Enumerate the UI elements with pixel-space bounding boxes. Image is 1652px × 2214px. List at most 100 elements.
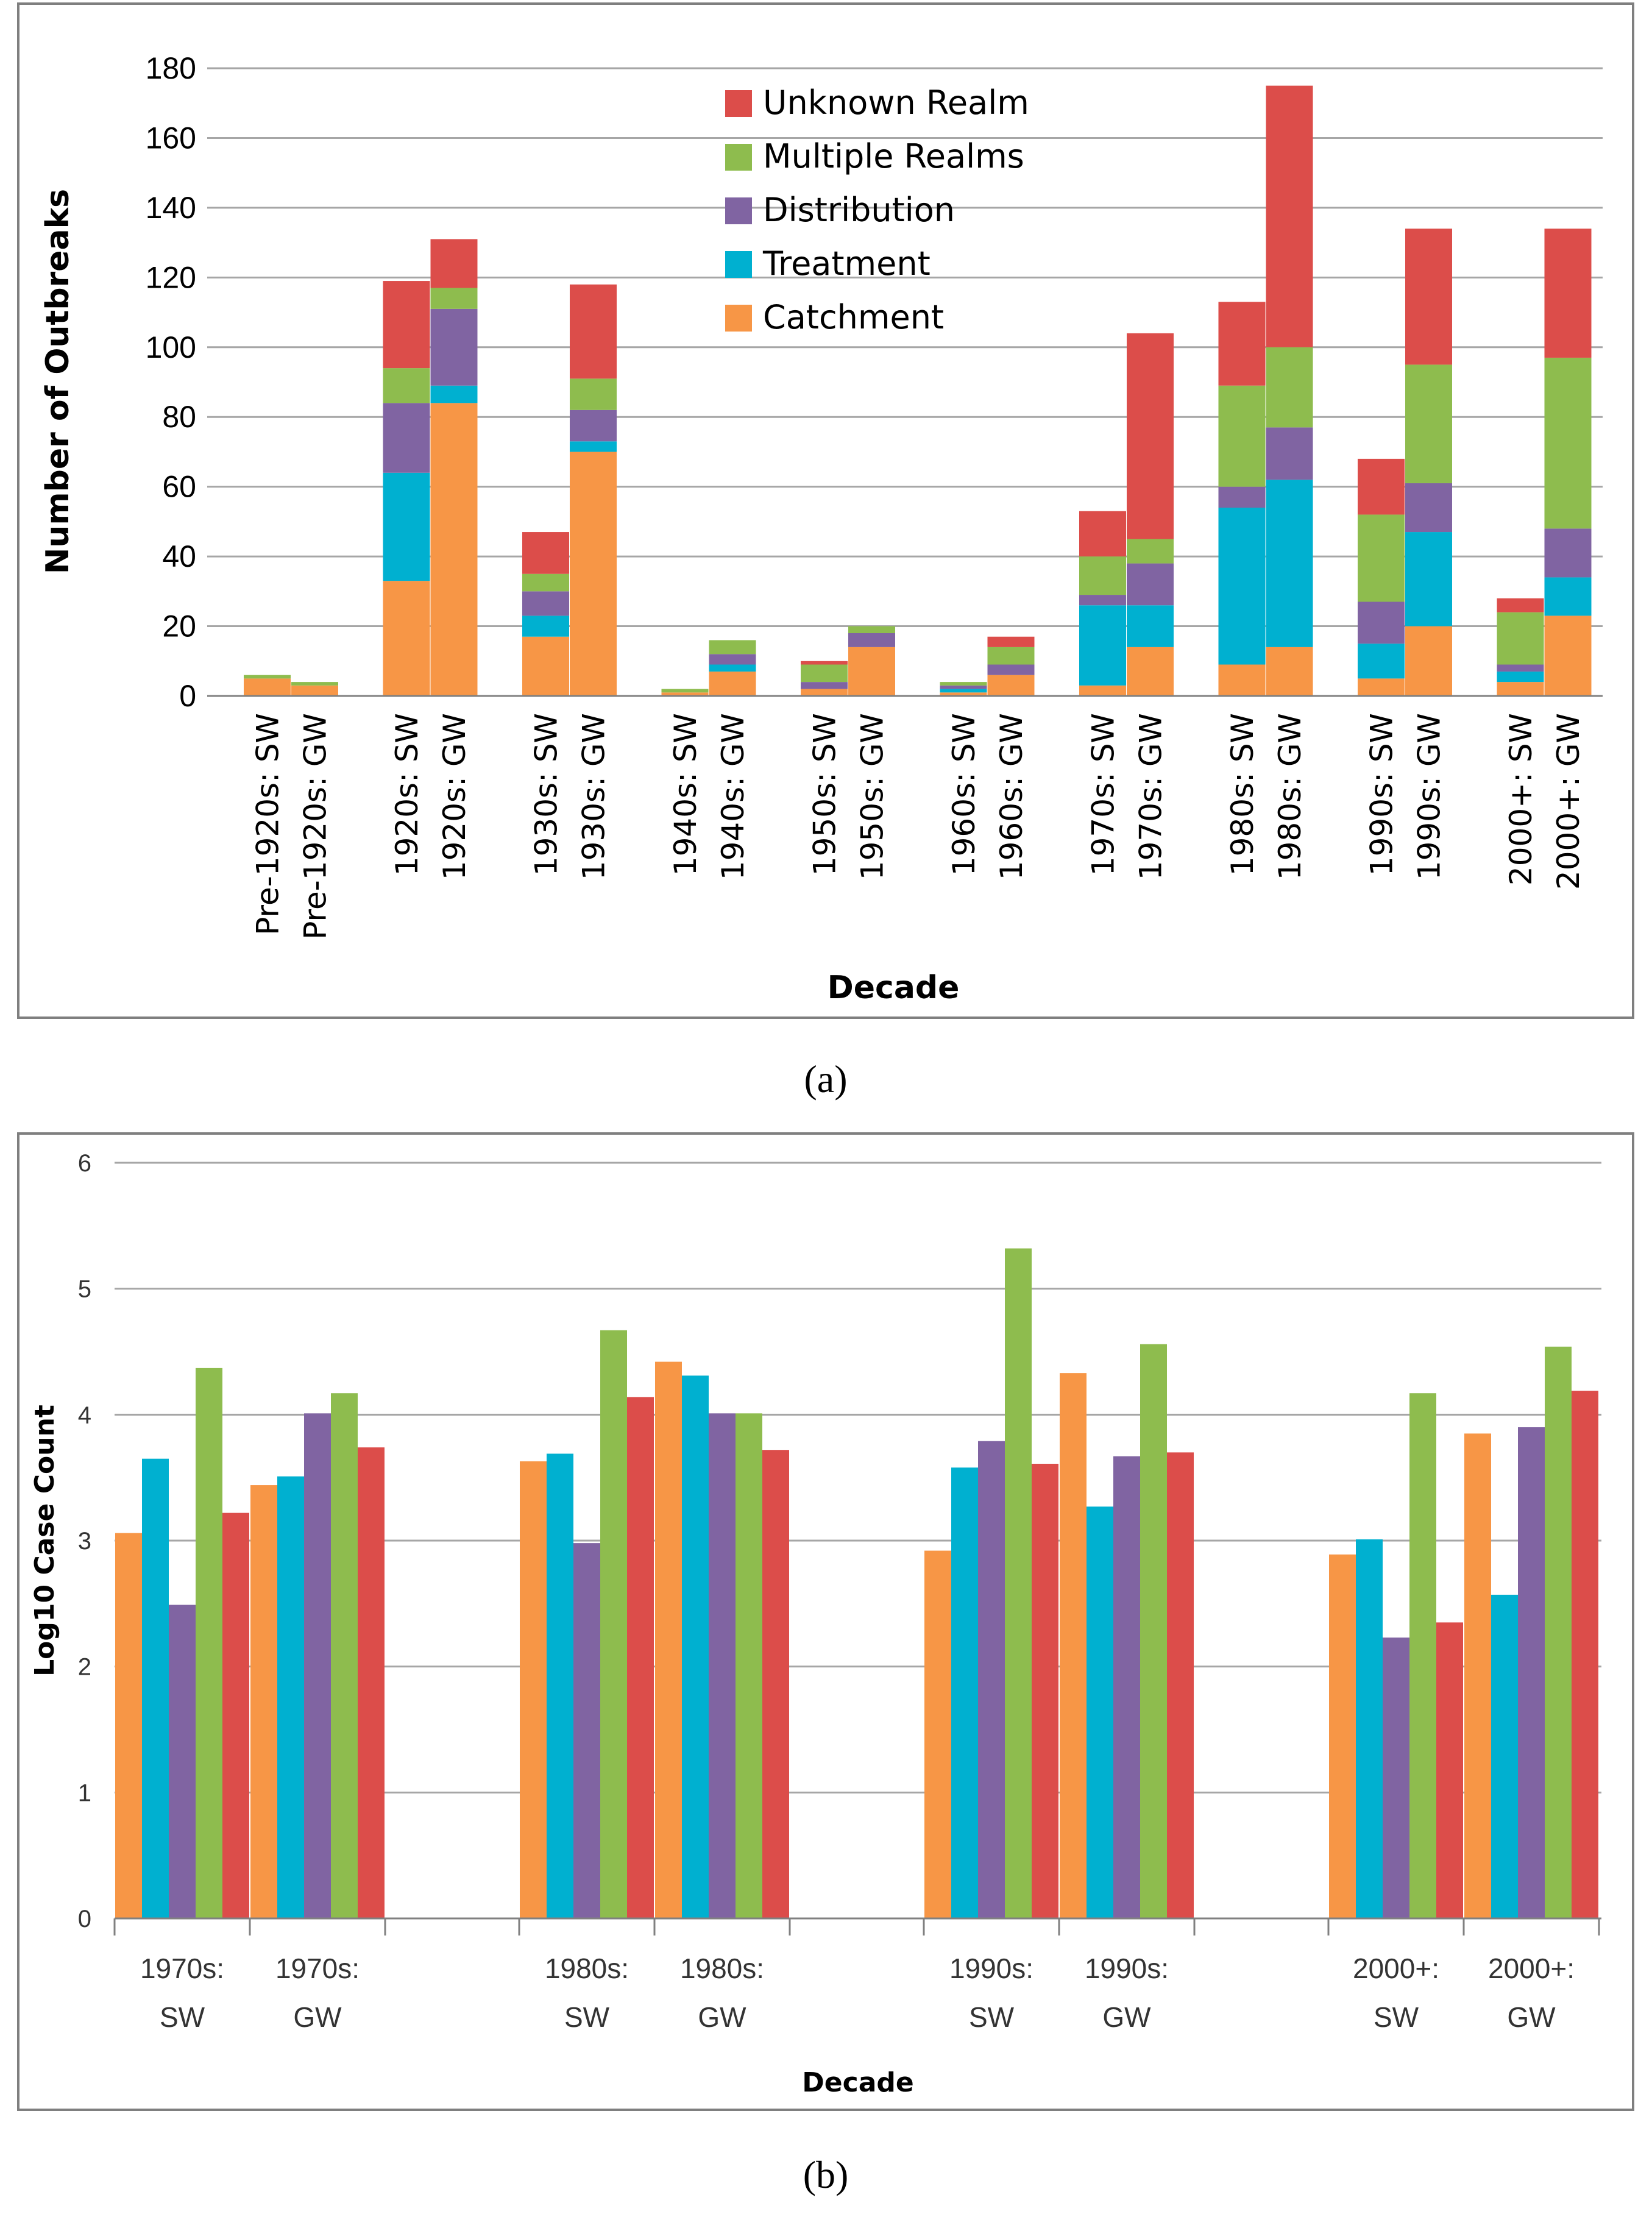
bar-1940s-sw-catchment	[661, 692, 709, 696]
bar-1930s-gw-unknown-realm	[570, 284, 617, 379]
bar-1950s-gw-catchment	[848, 647, 895, 696]
bar-1990s-sw-catchment	[1358, 678, 1405, 696]
chart-b-y-ticks: 0 1 2 3 4 5 6	[78, 1150, 91, 1932]
legend-label-catchment: Catchment	[763, 298, 944, 336]
bar-1990s-sw-unknown-realm	[1358, 458, 1405, 515]
bar-1970s-sw-distribution	[169, 1605, 196, 1918]
bar-1990s-gw-unknown-realm	[1405, 229, 1452, 365]
bar-1930s-sw-catchment	[522, 636, 569, 696]
chart-a-x-tick-label: 1930s: SW	[529, 713, 564, 876]
chart-b-y-tick-label: 5	[78, 1276, 91, 1303]
chart-a-y-tick-label: 180	[146, 51, 196, 85]
chart-a-x-tick-label: 1960s: GW	[994, 713, 1029, 880]
bar-pre-1920s-sw-multiple-realms	[244, 675, 291, 679]
bar-1920s-sw-distribution	[383, 403, 430, 473]
bar-1970s-gw-treatment	[1127, 605, 1174, 647]
bar-2000-sw-treatment	[1497, 671, 1544, 683]
bar-1990s-gw-multiple-realms	[1140, 1344, 1167, 1918]
chart-a-x-tick-label: 1940s: GW	[715, 713, 751, 880]
bar-1990s-sw-multiple-realms	[1358, 514, 1405, 602]
bar-1970s-sw-multiple-realms	[1079, 556, 1126, 595]
chart-b-x-tick-label: GW	[698, 2001, 746, 2033]
bar-pre-1920s-gw-catchment	[291, 685, 338, 696]
chart-b-x-tick-label: SW	[160, 2001, 205, 2033]
bar-1980s-gw-multiple-realms	[736, 1413, 762, 1918]
chart-b-x-tick-label: 1970s:	[140, 1953, 224, 1984]
chart-a-x-tick-label: 1920s: SW	[389, 713, 425, 876]
chart-b-x-tick-label: 2000+:	[1353, 1953, 1439, 1984]
bar-pre-1920s-sw-catchment	[244, 678, 291, 696]
bar-1970s-gw-catchment	[250, 1485, 277, 1918]
legend-label-distribution: Distribution	[763, 191, 955, 229]
chart-b-x-tick-label: 1990s:	[1085, 1953, 1169, 1984]
chart-b-log10-case-count: 0 1 2 3 4 5 6 1970s: SW 1970s: GW 1980s: SW 1980s: GW…	[17, 1132, 1634, 2111]
chart-a-x-tick-label: 1970s: GW	[1133, 713, 1169, 880]
bar-2000-sw-multiple-realms	[1409, 1393, 1436, 1918]
chart-b-bars	[115, 1248, 1598, 1918]
bar-1980s-sw-distribution	[1218, 486, 1266, 508]
chart-a-y-tick-label: 120	[146, 260, 196, 294]
bar-1980s-sw-distribution	[573, 1543, 600, 1918]
bar-1980s-sw-unknown-realm	[1218, 302, 1266, 386]
bar-1930s-sw-distribution	[522, 591, 569, 616]
bar-1980s-gw-multiple-realms	[1266, 347, 1313, 428]
bar-1950s-sw-distribution	[801, 682, 848, 689]
legend-swatch-treatment	[725, 251, 752, 278]
chart-a-x-tick-label: 1950s: SW	[807, 713, 843, 876]
bar-2000-sw-unknown-realm	[1497, 598, 1544, 612]
bar-1990s-sw-treatment	[951, 1467, 978, 1918]
bar-1990s-sw-treatment	[1358, 644, 1405, 679]
chart-b-x-tick-label: 1990s:	[949, 1953, 1033, 1984]
chart-a-y-tick-label: 80	[162, 400, 196, 434]
chart-b-x-tick-labels: 1970s: SW 1970s: GW 1980s: SW 1980s: GW 1990s: SW…	[113, 1918, 1600, 2033]
bar-1980s-gw-distribution	[709, 1413, 736, 1918]
legend-swatch-multiple-realms	[725, 144, 752, 171]
bar-1980s-sw-treatment	[547, 1453, 573, 1918]
panel-label-a: (a)	[804, 1057, 847, 1101]
bar-1990s-gw-distribution	[1405, 483, 1452, 533]
bar-1990s-gw-catchment	[1405, 626, 1452, 696]
bar-1960s-gw-catchment	[987, 675, 1035, 696]
bar-1980s-sw-multiple-realms	[1218, 385, 1266, 487]
bar-1940s-gw-treatment	[709, 664, 756, 672]
chart-b-x-tick-label: 1980s:	[545, 1953, 629, 1984]
bar-1920s-sw-multiple-realms	[383, 368, 430, 403]
bar-2000-sw-multiple-realms	[1497, 612, 1544, 665]
bar-1980s-gw-treatment	[682, 1375, 709, 1918]
chart-a-x-tick-label: 1930s: GW	[576, 713, 612, 880]
chart-a-x-tick-label: 1980s: SW	[1225, 713, 1260, 876]
legend-swatch-catchment	[725, 305, 752, 332]
bar-1930s-gw-multiple-realms	[570, 378, 617, 410]
bar-pre-1920s-gw-multiple-realms	[291, 682, 338, 686]
chart-b-y-title: Log10 Case Count	[29, 1405, 60, 1676]
bar-1990s-gw-catchment	[1060, 1373, 1087, 1918]
chart-b-x-tick-label: GW	[1102, 2001, 1151, 2033]
bar-1990s-sw-catchment	[924, 1550, 951, 1918]
bar-1980s-gw-distribution	[1266, 427, 1313, 480]
legend-label-treatment: Treatment	[762, 244, 931, 283]
bar-1970s-sw-unknown-realm	[222, 1513, 249, 1918]
chart-b-x-tick-label: SW	[564, 2001, 610, 2033]
bar-1950s-gw-multiple-realms	[848, 626, 895, 633]
bar-2000-gw-treatment	[1491, 1594, 1518, 1918]
chart-a-y-tick-label: 20	[162, 609, 196, 644]
bar-1930s-sw-treatment	[522, 616, 569, 637]
chart-a-x-tick-label: 1980s: GW	[1272, 713, 1308, 880]
bar-1960s-sw-distribution	[940, 685, 987, 689]
bar-1930s-sw-unknown-realm	[522, 532, 569, 574]
chart-a-x-tick-label: 1940s: SW	[668, 713, 703, 876]
chart-b-x-tick-label: GW	[1507, 2001, 1556, 2033]
chart-a-x-tick-label: 1960s: SW	[946, 713, 982, 876]
bar-1970s-gw-distribution	[1127, 563, 1174, 606]
bar-1990s-gw-multiple-realms	[1405, 364, 1452, 483]
bar-1970s-sw-distribution	[1079, 595, 1126, 606]
bar-1980s-gw-catchment	[655, 1361, 682, 1918]
bar-2000-sw-treatment	[1356, 1539, 1383, 1918]
bar-1980s-gw-catchment	[1266, 647, 1313, 696]
bar-1920s-gw-distribution	[430, 308, 478, 386]
bar-1970s-sw-multiple-realms	[196, 1368, 222, 1918]
bar-1980s-gw-treatment	[1266, 480, 1313, 647]
chart-b-x-title: Decade	[802, 2067, 913, 2098]
bar-1990s-gw-treatment	[1087, 1506, 1113, 1918]
bar-1960s-sw-multiple-realms	[940, 682, 987, 686]
